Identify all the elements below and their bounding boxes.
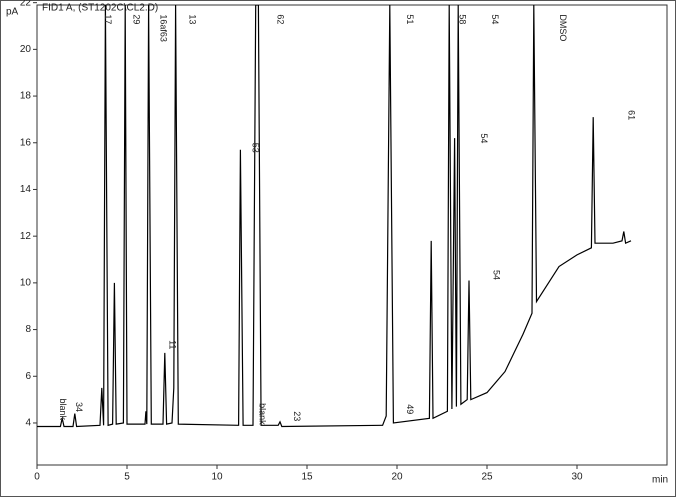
x-tick-label: 10 [211, 472, 223, 483]
y-tick-label: 12 [20, 231, 32, 242]
plot-area [37, 5, 632, 428]
y-tick-label: 16 [20, 137, 32, 148]
peak-label: DMSO [558, 14, 568, 41]
peak-label: 54 [479, 133, 489, 143]
peak-label: 62 [276, 14, 286, 24]
peak-label: 11 [168, 340, 178, 349]
chart-title: FID1 A, (ST1202C\CL2.D) [42, 3, 158, 14]
x-axis-label: min [652, 475, 668, 486]
peak-label: 16af63 [159, 14, 169, 42]
x-tick-label: 0 [34, 472, 40, 483]
y-tick-label: 8 [25, 324, 31, 335]
peak-label: 49 [405, 404, 415, 414]
peak-label: 13 [187, 14, 197, 24]
peak-label: 29 [132, 14, 142, 24]
x-tick-label: 20 [391, 472, 403, 483]
peak-label: 34 [74, 402, 84, 412]
y-tick-label: 10 [20, 278, 32, 289]
chromatogram-line [37, 5, 632, 428]
peak-label: 17 [103, 14, 113, 24]
peak-label: 53 [250, 143, 260, 153]
peak-label: 51 [405, 14, 415, 24]
x-tick-label: 5 [124, 472, 130, 483]
y-tick-label: 18 [20, 91, 32, 102]
peak-label: 58 [457, 14, 467, 24]
y-tick-label: 20 [20, 44, 32, 55]
x-tick-label: 25 [481, 472, 493, 483]
x-tick-label: 30 [571, 472, 583, 483]
peak-label: 23 [292, 411, 302, 421]
peak-label: 54 [490, 14, 500, 24]
peak-label: 54 [492, 270, 502, 280]
peak-label: blank [58, 398, 68, 420]
y-tick-label: 6 [25, 371, 31, 382]
peak-label: 61 [627, 110, 637, 120]
y-tick-label: 22 [20, 0, 32, 8]
plot-frame [36, 4, 668, 466]
y-tick-label: 14 [20, 184, 32, 195]
x-tick-label: 15 [301, 472, 313, 483]
peak-label: blank [258, 403, 268, 425]
y-tick-label: 4 [25, 418, 31, 429]
y-axis-label: pA [6, 7, 19, 18]
